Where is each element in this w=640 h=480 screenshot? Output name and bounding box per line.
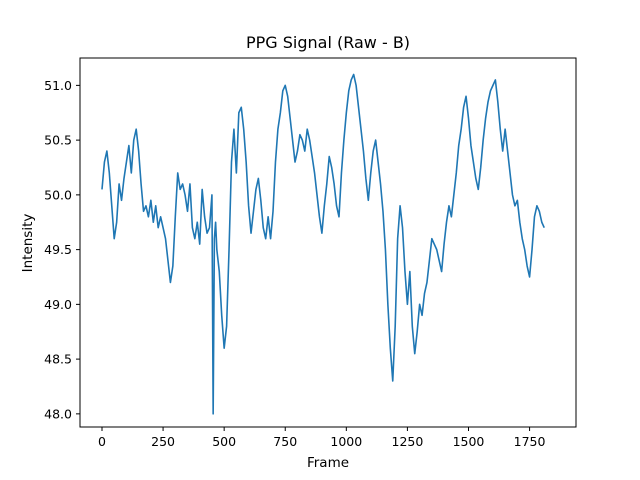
y-tick-label: 50.5 [44, 133, 72, 148]
x-tick-label: 0 [98, 434, 106, 449]
x-tick-label: 1750 [514, 434, 546, 449]
y-tick-label: 48.0 [44, 406, 72, 421]
plot-area [101, 73, 545, 415]
y-tick-label: 48.5 [44, 352, 72, 367]
x-tick-label: 750 [273, 434, 297, 449]
x-tick-label: 1000 [330, 434, 362, 449]
y-tick-label: 49.0 [44, 297, 72, 312]
x-tick-label: 1250 [392, 434, 424, 449]
x-tick-label: 1500 [453, 434, 485, 449]
y-axis-label: Intensity [20, 214, 36, 273]
y-tick-label: 49.5 [44, 242, 72, 257]
chart-title: PPG Signal (Raw - B) [246, 33, 410, 52]
y-axis-ticks: 48.0 48.5 49.0 49.5 50.0 50.5 51.0 [44, 78, 80, 421]
x-tick-label: 500 [212, 434, 236, 449]
x-axis-ticks: 0 250 500 750 1000 1250 1500 1750 [98, 427, 546, 449]
y-tick-label: 51.0 [44, 78, 72, 93]
x-axis-label: Frame [307, 455, 349, 471]
axes-frame [79, 57, 577, 428]
y-tick-label: 50.0 [44, 187, 72, 202]
series-line-ppg-raw-b [101, 73, 545, 415]
x-tick-label: 250 [151, 434, 175, 449]
